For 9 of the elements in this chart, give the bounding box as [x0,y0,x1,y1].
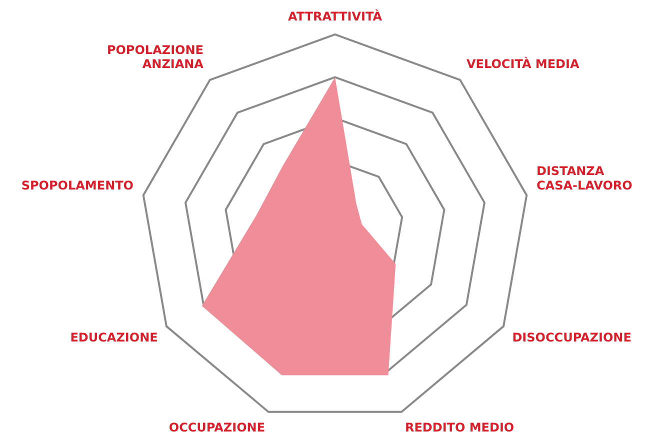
spoke-label: REDDITO MEDIO [404,420,514,435]
spoke-label: SPOPOLAMENTO [21,178,134,192]
spoke-label: POPOLAZIONE ANZIANA [106,42,204,72]
spoke-label: ATTRATTIVITÀ [288,8,383,24]
spoke-label: DISTANZA CASA-LAVORO [536,164,632,192]
spoke-label: EDUCAZIONE [70,330,158,345]
spoke-label: OCCUPAZIONE [168,420,266,435]
spoke-label: VELOCITÀ MEDIA [466,56,580,72]
spoke-label: DISOCCUPAZIONE [512,330,632,345]
